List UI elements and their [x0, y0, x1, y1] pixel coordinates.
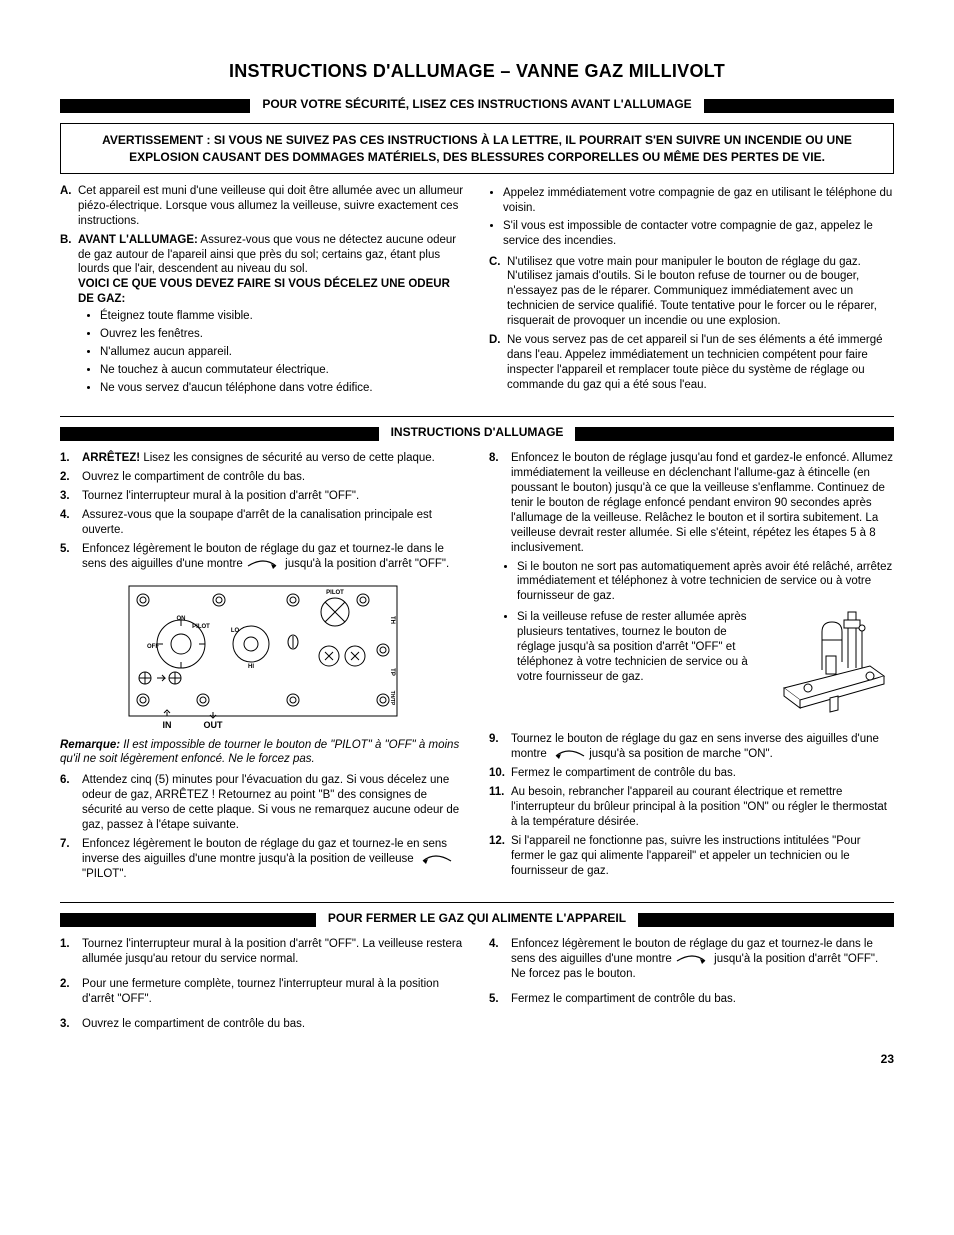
safety-c-text: N'utilisez que votre main pour manipuler…: [507, 256, 877, 328]
in-label: IN: [162, 720, 171, 730]
safety-item-d: D.Ne vous servez pas de cet appareil si …: [489, 333, 894, 393]
ign-step-4: 4.Assurez-vous que la soupape d'arrêt de…: [60, 508, 465, 538]
ign-step-5: 5. Enfoncez légèrement le bouton de régl…: [60, 542, 465, 572]
ign-9b-text: jusqu'à sa position de marche "ON".: [589, 748, 773, 760]
note: Remarque: Il est impossible de tourner l…: [60, 738, 465, 768]
ignition-band-label: INSTRUCTIONS D'ALLUMAGE: [379, 425, 576, 441]
ign-6-text: Attendez cinq (5) minutes pour l'évacuat…: [82, 774, 459, 831]
safety-right-bullet: S'il vous est impossible de contacter vo…: [503, 219, 894, 249]
ign-step-12: 12.Si l'appareil ne fonctionne pas, suiv…: [489, 834, 894, 879]
safety-b-bullet: Ouvrez les fenêtres.: [100, 327, 465, 342]
ign-10-text: Fermez le compartiment de contrôle du ba…: [511, 767, 736, 779]
out-label: OUT: [203, 720, 223, 730]
valve-diagram: ON OFF PILOT HI LO PILOT: [123, 580, 403, 730]
counterclockwise-arrow-icon: [417, 853, 453, 865]
safety-columns: A.Cet appareil est muni d'une veilleuse …: [60, 184, 894, 400]
th-label: TH: [389, 616, 395, 624]
ign-8-sub2-text: Si la veilleuse refuse de rester allumée…: [517, 611, 748, 683]
pilot-assembly-diagram: [774, 610, 894, 720]
ign-2-text: Ouvrez le compartiment de contrôle du ba…: [82, 471, 305, 483]
shut-1-text: Tournez l'interrupteur mural à la positi…: [82, 938, 462, 965]
shut-step-5: 5.Fermez le compartiment de contrôle du …: [489, 992, 894, 1007]
safety-b-label: AVANT L'ALLUMAGE:: [78, 234, 198, 246]
ign-7a-text: Enfoncez légèrement le bouton de réglage…: [82, 838, 447, 865]
page-number: 23: [60, 1052, 894, 1068]
ign-3-text: Tournez l'interrupteur mural à la positi…: [82, 490, 359, 502]
shut-step-2: 2.Pour une fermeture complète, tournez l…: [60, 977, 465, 1007]
note-text: Il est impossible de tourner le bouton d…: [60, 739, 459, 766]
safety-band-label: POUR VOTRE SÉCURITÉ, LISEZ CES INSTRUCTI…: [250, 97, 703, 113]
ign-5b-text: jusqu'à la position d'arrêt "OFF".: [285, 558, 449, 570]
ign-7b-text: "PILOT".: [82, 868, 127, 880]
safety-item-c: C.N'utilisez que votre main pour manipul…: [489, 255, 894, 330]
pilot-label: PILOT: [326, 590, 344, 596]
ign-step-11: 11.Au besoin, rebrancher l'appareil au c…: [489, 785, 894, 830]
ign-1-label: ARRÊTEZ!: [82, 452, 140, 464]
ign-step-10: 10.Fermez le compartiment de contrôle du…: [489, 766, 894, 781]
ignition-band: INSTRUCTIONS D'ALLUMAGE: [60, 425, 894, 441]
shutoff-columns: 1.Tournez l'interrupteur mural à la posi…: [60, 937, 894, 1036]
ign-step-6: 6.Attendez cinq (5) minutes pour l'évacu…: [60, 773, 465, 833]
ign-8-text: Enfoncez le bouton de réglage jusqu'au f…: [511, 452, 893, 554]
ign-1-text: Lisez les consignes de sécurité au verso…: [140, 452, 435, 464]
safety-band: POUR VOTRE SÉCURITÉ, LISEZ CES INSTRUCTI…: [60, 97, 894, 113]
ign-step-1: 1.ARRÊTEZ! Lisez les consignes de sécuri…: [60, 451, 465, 466]
ign-4-text: Assurez-vous que la soupape d'arrêt de l…: [82, 509, 432, 536]
shutoff-band: POUR FERMER LE GAZ QUI ALIMENTE L'APPARE…: [60, 911, 894, 927]
ign-step-3: 3.Tournez l'interrupteur mural à la posi…: [60, 489, 465, 504]
knob-on-label: ON: [176, 616, 185, 622]
shutoff-band-label: POUR FERMER LE GAZ QUI ALIMENTE L'APPARE…: [316, 911, 638, 927]
ign-12-text: Si l'appareil ne fonctionne pas, suivre …: [511, 835, 861, 877]
safety-b-bullet: N'allumez aucun appareil.: [100, 345, 465, 360]
clockwise-arrow-icon: [675, 953, 711, 965]
safety-b-bullet: Ne vous servez d'aucun téléphone dans vo…: [100, 381, 465, 396]
page-title: INSTRUCTIONS D'ALLUMAGE – VANNE GAZ MILL…: [60, 60, 894, 83]
thtp-label: TH/TP: [389, 690, 395, 705]
warning-text: AVERTISSEMENT : SI VOUS NE SUIVEZ PAS CE…: [73, 132, 881, 164]
ign-8-sub1: Si le bouton ne sort pas automatiquement…: [517, 560, 894, 605]
shut-step-4: 4. Enfoncez légèrement le bouton de régl…: [489, 937, 894, 982]
shut-3-text: Ouvrez le compartiment de contrôle du ba…: [82, 1018, 305, 1030]
ign-step-2: 2.Ouvrez le compartiment de contrôle du …: [60, 470, 465, 485]
ignition-columns: 1.ARRÊTEZ! Lisez les consignes de sécuri…: [60, 451, 894, 886]
safety-d-text: Ne vous servez pas de cet appareil si l'…: [507, 334, 883, 391]
ign-step-8: 8.Enfoncez le bouton de réglage jusqu'au…: [489, 451, 894, 556]
safety-b-bullet: Éteignez toute flamme visible.: [100, 309, 465, 324]
shut-2-text: Pour une fermeture complète, tournez l'i…: [82, 978, 439, 1005]
safety-b-bullet: Ne touchez à aucun commutateur électriqu…: [100, 363, 465, 378]
rule: [60, 416, 894, 417]
ign-11-text: Au besoin, rebrancher l'appareil au cour…: [511, 786, 887, 828]
knob-lo-label: LO: [230, 628, 239, 634]
safety-item-b: B. AVANT L'ALLUMAGE: Assurez-vous que vo…: [60, 233, 465, 396]
warning-box: AVERTISSEMENT : SI VOUS NE SUIVEZ PAS CE…: [60, 123, 894, 173]
ign-step-7: 7. Enfoncez légèrement le bouton de régl…: [60, 837, 465, 882]
clockwise-arrow-icon: [246, 558, 282, 570]
knob-hi-label: HI: [248, 664, 254, 670]
ign-step-9: 9. Tournez le bouton de réglage du gaz e…: [489, 732, 894, 762]
counterclockwise-arrow-icon: [550, 748, 586, 760]
note-label: Remarque:: [60, 739, 120, 751]
ign-8-sub2: Si la veilleuse refuse de rester allumée…: [517, 610, 894, 726]
safety-item-a: A.Cet appareil est muni d'une veilleuse …: [60, 184, 465, 229]
shut-step-3: 3.Ouvrez le compartiment de contrôle du …: [60, 1017, 465, 1032]
safety-a-text: Cet appareil est muni d'une veilleuse qu…: [78, 185, 463, 227]
knob-pilot-small: PILOT: [192, 624, 210, 630]
safety-b-bold: VOICI CE QUE VOUS DEVEZ FAIRE SI VOUS DÉ…: [78, 277, 465, 307]
shut-5-text: Fermez le compartiment de contrôle du ba…: [511, 993, 736, 1005]
shut-step-1: 1.Tournez l'interrupteur mural à la posi…: [60, 937, 465, 967]
tp-label: TP: [389, 668, 395, 676]
safety-right-bullet: Appelez immédiatement votre compagnie de…: [503, 186, 894, 216]
rule: [60, 902, 894, 903]
knob-off-label: OFF: [147, 644, 159, 650]
